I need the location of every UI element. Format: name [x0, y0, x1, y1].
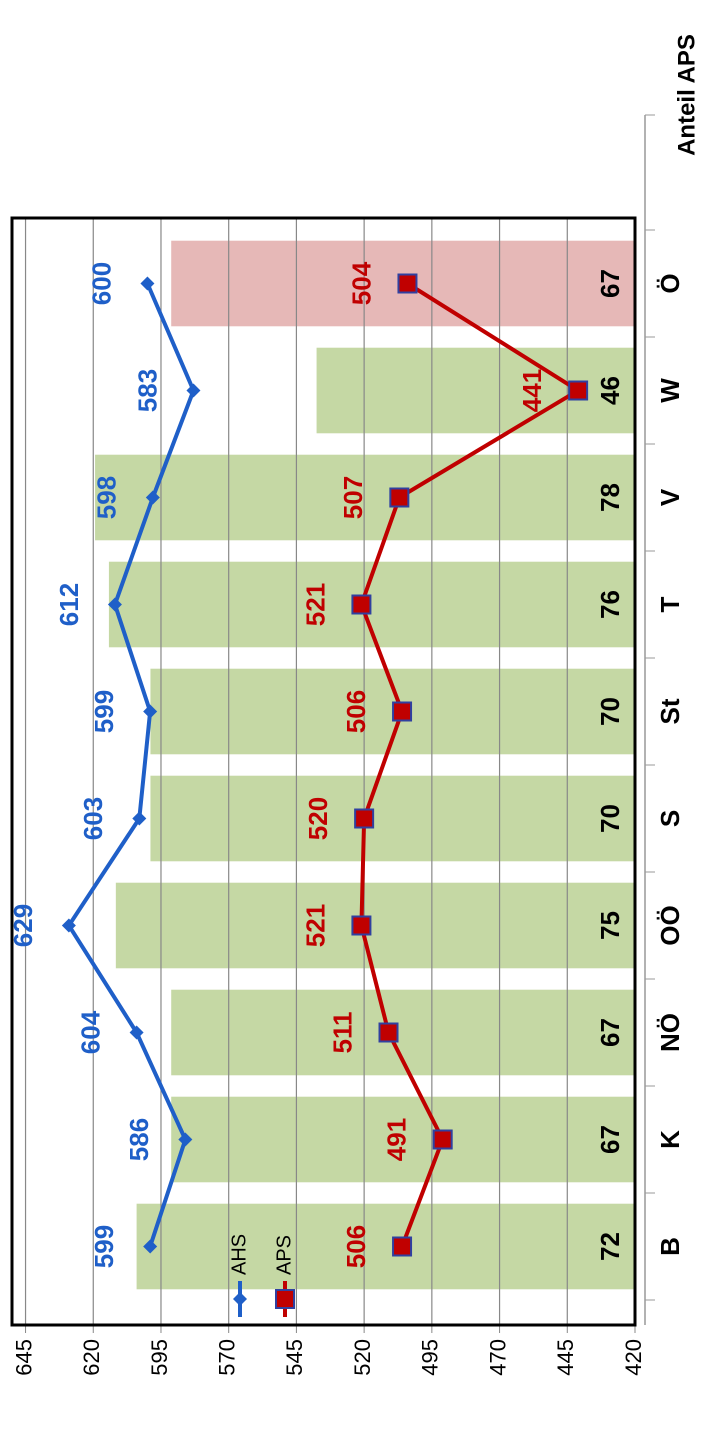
point-marker [397, 273, 418, 294]
x-tick-label: NÖ [655, 1013, 685, 1052]
bar [171, 989, 635, 1076]
bar [136, 1203, 635, 1290]
x-tick-label: V [655, 488, 685, 506]
point-marker [132, 811, 147, 826]
x-tick-label: St [655, 698, 685, 724]
point-marker [107, 597, 122, 612]
data-label: 491 [382, 1118, 412, 1161]
bar-label: 70 [595, 804, 625, 833]
y-tick-label: 545 [282, 1339, 307, 1376]
data-label: 506 [341, 690, 371, 733]
point-marker [61, 918, 76, 933]
legend-label: APS [273, 1235, 295, 1275]
bar [171, 1096, 635, 1183]
data-label: 441 [517, 369, 547, 412]
y-tick-label: 595 [147, 1339, 172, 1376]
y-tick-label: 520 [350, 1339, 375, 1376]
point-marker [178, 1132, 193, 1147]
bar [316, 347, 635, 434]
bar [150, 775, 635, 862]
point-marker [145, 490, 160, 505]
x-tick-label: OÖ [655, 905, 685, 945]
bar-label: 78 [595, 483, 625, 512]
point-marker [143, 1239, 158, 1254]
point-marker [143, 704, 158, 719]
x-tick-label: B [655, 1237, 685, 1256]
point-marker [354, 808, 375, 829]
data-label: 520 [303, 797, 333, 840]
data-label: 586 [124, 1118, 154, 1161]
y2-axis-label: Anteil APS [673, 34, 700, 156]
data-label: 506 [341, 1225, 371, 1268]
point-marker [140, 276, 155, 291]
point-marker [392, 1236, 413, 1257]
y-tick-label: 645 [11, 1339, 36, 1376]
point-marker [275, 1289, 295, 1309]
data-label: 521 [300, 904, 330, 947]
data-label: 599 [89, 1225, 119, 1268]
series-line [66, 282, 196, 1248]
bar-label: 46 [595, 376, 625, 405]
point-marker [389, 487, 410, 508]
data-label: 604 [75, 1010, 105, 1054]
point-marker [378, 1022, 399, 1043]
point-marker [233, 1292, 247, 1306]
data-label: 504 [346, 261, 376, 305]
y-tick-label: 420 [621, 1339, 646, 1376]
data-label: 521 [300, 583, 330, 626]
data-label: 603 [78, 797, 108, 840]
bar [115, 882, 636, 969]
data-label: 507 [338, 476, 368, 519]
data-label: 598 [92, 476, 122, 519]
point-marker [129, 1025, 144, 1040]
point-marker [568, 380, 589, 401]
data-label: 612 [54, 583, 84, 626]
data-label: 629 [8, 904, 38, 947]
bar-label: 72 [595, 1232, 625, 1261]
x-tick-label: K [655, 1130, 685, 1149]
x-tick-label: T [655, 596, 685, 612]
x-tick-label: W [655, 378, 685, 403]
bar-label: 75 [595, 911, 625, 940]
y-tick-label: 470 [485, 1339, 510, 1376]
bar-label: 67 [595, 1125, 625, 1154]
plot: 72 67 67 75 70 70 76 78 46 67 420 445 470 495 520 545 57… [8, 34, 701, 1376]
y-tick-label: 445 [553, 1339, 578, 1376]
legend-label: AHS [228, 1234, 250, 1275]
point-marker [432, 1129, 453, 1150]
y-tick-label: 495 [418, 1339, 443, 1376]
y-tick-label: 620 [79, 1339, 104, 1376]
y-tick-label: 570 [215, 1339, 240, 1376]
point-marker [351, 915, 372, 936]
plot-frame [10, 216, 637, 1327]
x-tick-label: Ö [655, 273, 685, 293]
bar-label: 70 [595, 697, 625, 726]
point-marker [351, 594, 372, 615]
series-line [359, 281, 582, 1248]
bar [108, 561, 635, 648]
data-label: 599 [89, 690, 119, 733]
bar-label: 76 [595, 590, 625, 619]
x-tick-label: S [655, 810, 685, 827]
data-label: 583 [132, 369, 162, 412]
bar-label: 67 [595, 1018, 625, 1047]
bar-label: 67 [595, 269, 625, 298]
point-marker [186, 383, 201, 398]
data-label: 511 [327, 1012, 357, 1054]
data-label: 600 [86, 262, 116, 305]
point-marker [392, 701, 413, 722]
